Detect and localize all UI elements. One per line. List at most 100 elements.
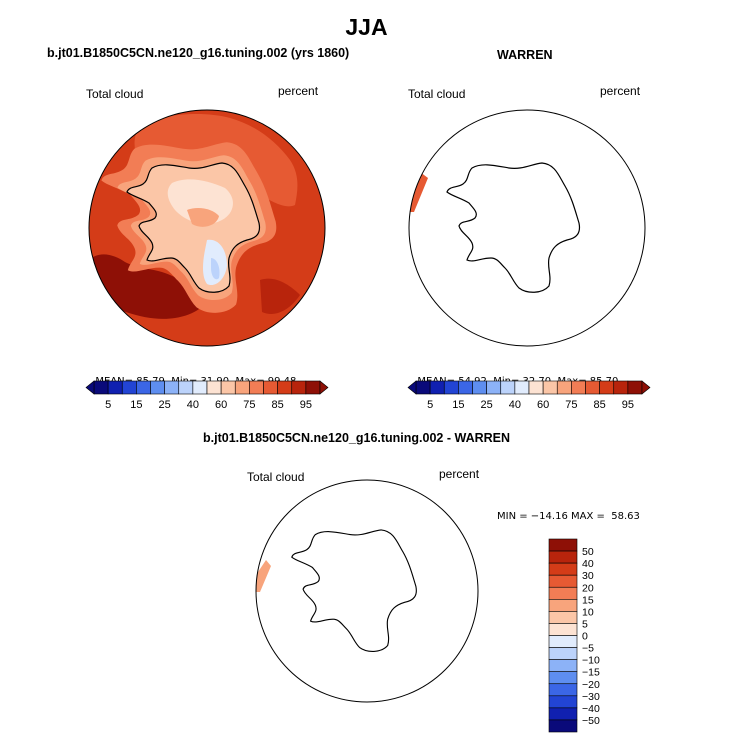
model-colorbar-swatch bbox=[291, 380, 307, 395]
obs-colorbar-swatch bbox=[472, 380, 487, 395]
diff-colorbar-swatch bbox=[548, 586, 578, 600]
diff-colorbar-swatch bbox=[548, 683, 578, 697]
obs-variable-label: Total cloud bbox=[408, 87, 466, 101]
obs-colorbar-tick-label: 40 bbox=[509, 399, 521, 411]
diff-colorbar-swatch bbox=[548, 562, 578, 576]
model-variable-label: Total cloud bbox=[86, 87, 144, 101]
model-colorbar-swatch bbox=[93, 380, 109, 395]
obs-map-background bbox=[409, 110, 645, 346]
model-colorbar-tick-label: 60 bbox=[215, 399, 227, 411]
model-colorbar-swatch bbox=[234, 380, 250, 395]
model-colorbar-swatch bbox=[206, 380, 222, 395]
diff-colorbar-tick-label: 30 bbox=[582, 570, 594, 582]
diff-colorbar-tick-label: −5 bbox=[582, 643, 594, 655]
model-colorbar-high-arrow bbox=[319, 380, 329, 395]
model-colorbar-swatch bbox=[249, 380, 264, 395]
model-colorbar-tick-label: 40 bbox=[187, 399, 199, 411]
obs-colorbar-swatch bbox=[458, 380, 473, 395]
model-colorbar-swatch bbox=[107, 380, 123, 395]
diff-colorbar-swatch bbox=[548, 719, 578, 733]
diff-colorbar-tick-label: −40 bbox=[582, 703, 600, 715]
diff-colorbar-swatch bbox=[548, 695, 578, 709]
diff-data-strip bbox=[256, 560, 271, 592]
diff-colorbar-swatch bbox=[548, 599, 578, 612]
obs-colorbar-swatch bbox=[613, 380, 629, 395]
diff-colorbar-tick-label: 20 bbox=[582, 582, 594, 594]
model-colorbar-swatch bbox=[121, 380, 137, 395]
obs-colorbar-swatch bbox=[627, 380, 643, 395]
model-colorbar-tick-label: 75 bbox=[243, 399, 255, 411]
model-colorbar-low-arrow bbox=[85, 380, 95, 395]
model-map bbox=[88, 109, 326, 347]
diff-colorbar-tick-label: 5 bbox=[582, 618, 588, 630]
diff-colorbar-swatch bbox=[548, 611, 578, 624]
diff-colorbar-tick-label: 15 bbox=[582, 594, 594, 606]
diff-colorbar-tick-label: 10 bbox=[582, 606, 594, 618]
model-panel-title: b.jt01.B1850C5CN.ne120_g16.tuning.002 (y… bbox=[47, 46, 350, 60]
diff-colorbar-swatch bbox=[548, 550, 578, 564]
diff-map bbox=[255, 479, 479, 703]
diff-units-label: percent bbox=[439, 467, 480, 481]
model-colorbar-tick-label: 85 bbox=[272, 399, 284, 411]
obs-colorbar-tick-label: 15 bbox=[452, 399, 464, 411]
diff-colorbar-swatch bbox=[548, 538, 578, 552]
diff-colorbar-tick-label: 40 bbox=[582, 558, 594, 570]
obs-colorbar-swatch bbox=[585, 380, 600, 395]
obs-colorbar-swatch bbox=[599, 380, 615, 395]
model-ross-sea-min bbox=[211, 258, 220, 280]
model-colorbar-swatch bbox=[164, 380, 180, 395]
obs-colorbar-tick-label: 25 bbox=[481, 399, 493, 411]
obs-colorbar-swatch bbox=[528, 380, 544, 395]
obs-colorbar-swatch bbox=[486, 380, 502, 395]
obs-colorbar-swatch bbox=[443, 380, 459, 395]
diff-colorbar-swatch bbox=[548, 647, 578, 660]
model-colorbar: 5 15 25 40 60 75 85 95 bbox=[85, 380, 329, 411]
obs-colorbar-swatch bbox=[500, 380, 516, 395]
obs-colorbar-swatch bbox=[542, 380, 558, 395]
obs-colorbar-swatch bbox=[514, 380, 530, 395]
diff-colorbar-swatch bbox=[548, 659, 578, 672]
model-colorbar-tick-label: 15 bbox=[130, 399, 142, 411]
model-colorbar-swatch bbox=[263, 380, 278, 395]
diff-colorbar-tick-label: 0 bbox=[582, 631, 588, 643]
obs-colorbar-swatch bbox=[571, 380, 586, 395]
model-map-border bbox=[88, 109, 326, 347]
obs-map bbox=[408, 109, 646, 347]
obs-colorbar-swatch bbox=[429, 380, 445, 395]
obs-colorbar-tick-label: 85 bbox=[594, 399, 606, 411]
obs-colorbar: 5 15 25 40 60 75 85 95 bbox=[407, 380, 651, 411]
obs-colorbar-tick-label: 60 bbox=[537, 399, 549, 411]
diff-panel-title: b.jt01.B1850C5CN.ne120_g16.tuning.002 - … bbox=[203, 431, 511, 445]
season-title: JJA bbox=[345, 14, 388, 40]
obs-colorbar-tick-label: 5 bbox=[427, 399, 433, 411]
obs-units-label: percent bbox=[600, 84, 641, 98]
diff-map-background bbox=[256, 480, 478, 702]
obs-colorbar-low-arrow bbox=[407, 380, 417, 395]
diff-variable-label: Total cloud bbox=[247, 470, 305, 484]
diff-colorbar-tick-label: 50 bbox=[582, 546, 594, 558]
diff-colorbar-swatch bbox=[548, 623, 578, 636]
model-colorbar-swatch bbox=[192, 380, 208, 395]
model-colorbar-swatch bbox=[220, 380, 236, 395]
obs-colorbar-high-arrow bbox=[641, 380, 651, 395]
model-colorbar-tick-label: 95 bbox=[300, 399, 312, 411]
model-units-label: percent bbox=[278, 84, 319, 98]
model-colorbar-tick-label: 5 bbox=[105, 399, 111, 411]
model-interior-light bbox=[167, 179, 233, 224]
diff-colorbar-tick-label: −50 bbox=[582, 715, 600, 727]
diff-colorbar-tick-label: −20 bbox=[582, 679, 600, 691]
diff-colorbar-tick-label: −30 bbox=[582, 691, 600, 703]
diff-colorbar-swatch bbox=[548, 635, 578, 648]
diff-stats: MIN = −14.16 MAX = 58.63 bbox=[497, 511, 640, 522]
diff-colorbar-swatch bbox=[548, 574, 578, 588]
diff-colorbar-swatch bbox=[548, 707, 578, 721]
obs-map-border bbox=[408, 109, 646, 347]
model-colorbar-tick-label: 25 bbox=[159, 399, 171, 411]
model-dark-band-sw bbox=[89, 254, 212, 319]
model-colorbar-swatch bbox=[150, 380, 165, 395]
obs-panel-title: WARREN bbox=[497, 48, 553, 62]
diff-colorbar-swatch bbox=[548, 671, 578, 685]
model-colorbar-swatch bbox=[178, 380, 194, 395]
diff-colorbar-tick-label: −15 bbox=[582, 667, 600, 679]
